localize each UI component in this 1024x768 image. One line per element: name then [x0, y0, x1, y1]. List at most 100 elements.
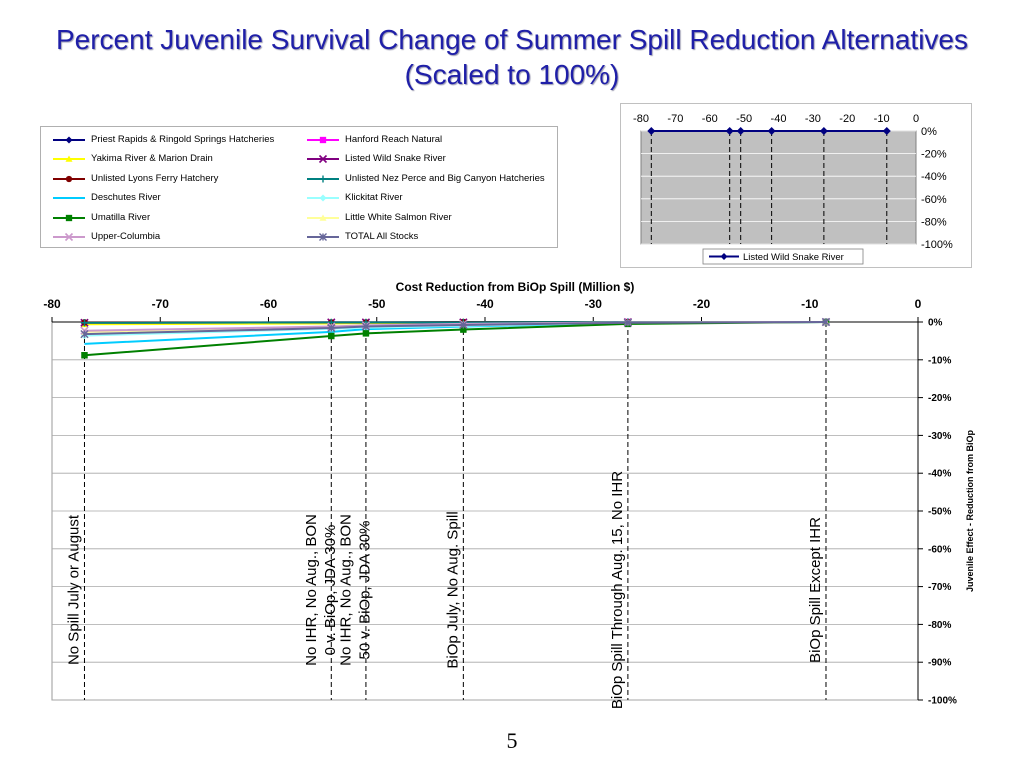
inset-chart-svg: 0% -20% -40% -60% -80% -100% -80 -70 -60 -50 -40 -3… — [633, 113, 953, 265]
legend-swatch — [53, 214, 85, 221]
legend-swatch-marker — [64, 232, 74, 242]
y-tick-label: -20% — [928, 393, 951, 404]
legend-swatch — [53, 232, 85, 242]
data-point-total-all-stocks — [361, 322, 371, 331]
inset-y-tick-label: -80% — [921, 216, 947, 228]
legend-swatch-marker — [65, 136, 73, 144]
inset-x-tick-label: 0 — [913, 113, 919, 125]
inset-y-tick-label: 0% — [921, 126, 937, 138]
x-tick-label: -50 — [368, 297, 386, 311]
legend-label: Unlisted Lyons Ferry Hatchery — [91, 172, 219, 184]
legend-label: Priest Rapids & Ringold Springs Hatcheri… — [91, 134, 275, 145]
x-tick-label: -70 — [152, 297, 170, 311]
inset-data-point — [767, 127, 776, 135]
annotation-label-2: No IHR, No Aug., BON — [303, 514, 320, 666]
legend-label: Deschutes River — [91, 192, 161, 204]
inset-plot-area — [640, 130, 917, 245]
legend-swatch-marker — [318, 155, 328, 164]
legend-swatch-marker — [65, 175, 73, 182]
x-tick-label: 0 — [915, 297, 922, 311]
data-point-umatilla-river — [81, 352, 88, 359]
legend-swatch-marker — [65, 155, 73, 163]
annotation-label-3: 50 v. BiOp, JDA 30% — [356, 521, 373, 660]
legend-swatch — [307, 214, 339, 221]
inset-x-tick-label: -10 — [874, 113, 890, 125]
annotation-label-2: 0 v. BiOp, JDA 30% — [322, 525, 339, 656]
legend-swatch-marker — [319, 175, 327, 183]
annotation-label-5: BiOp Spill Through Aug. 15, No IHR — [609, 471, 626, 709]
legend-swatch — [307, 155, 339, 164]
data-point-umatilla-river — [460, 326, 467, 333]
legend-swatch-marker — [65, 214, 73, 221]
data-point-umatilla-river — [362, 330, 370, 337]
inset-data-point — [819, 127, 828, 135]
legend-label: Klickitat River — [345, 192, 403, 204]
y-tick-label: -50% — [928, 507, 951, 518]
legend-swatch — [53, 175, 85, 182]
x-tick-label: -10 — [801, 297, 819, 311]
title-line-2: (Scaled to 100%) — [404, 59, 620, 90]
inset-data-point — [736, 127, 745, 135]
inset-y-tick-label: -60% — [921, 194, 947, 206]
legend-swatch — [307, 175, 339, 183]
inset-x-tick-label: -20 — [839, 113, 855, 125]
y-tick-label: 0% — [928, 318, 943, 329]
page-number: 5 — [506, 728, 518, 753]
y-tick-label: -100% — [928, 696, 957, 707]
y-tick-label: -30% — [928, 431, 951, 442]
legend-label: Hanford Reach Natural — [345, 134, 443, 145]
inset-legend-label: Listed Wild Snake River — [743, 252, 844, 263]
legend-swatch — [307, 233, 339, 241]
annotation-label-3: No IHR, No Aug., BON — [337, 514, 354, 666]
legend-swatch-marker — [319, 214, 327, 221]
slide-title: Percent Juvenile Survival Change of Summ… — [0, 22, 1024, 92]
inset-y-tick-label: -100% — [921, 239, 953, 251]
data-point-total-all-stocks — [623, 318, 632, 327]
inset-data-point — [725, 127, 734, 135]
legend-label: Upper-Columbia — [91, 231, 161, 242]
x-tick-label: -20 — [693, 297, 711, 311]
main-chart-legend: Priest Rapids & Ringold Springs Hatcheri… — [40, 126, 558, 248]
inset-data-point — [647, 127, 656, 135]
x-tick-label: -30 — [585, 297, 603, 311]
legend-label: Listed Wild Snake River — [345, 153, 446, 165]
series-line-total-all-stocks — [84, 321, 826, 336]
x-tick-label: -40 — [476, 297, 494, 311]
legend-swatch — [53, 155, 85, 163]
inset-x-tick-label: -50 — [736, 113, 752, 125]
inset-x-tick-label: -30 — [805, 113, 821, 125]
legend-label: TOTAL All Stocks — [345, 231, 419, 242]
data-point-total-all-stocks — [80, 330, 89, 339]
legend-swatch — [307, 136, 339, 144]
legend-label: Yakima River & Marion Drain — [91, 153, 213, 165]
legend-label: Unlisted Nez Perce and Big Canyon Hatche… — [345, 172, 545, 184]
inset-x-tick-label: -60 — [702, 113, 718, 125]
y-tick-label: -10% — [928, 355, 951, 366]
legend-swatch-marker — [319, 136, 327, 144]
data-point-unlisted-nez-perce-and-big-canyon-hatcheries — [80, 319, 89, 327]
legend-swatch-marker — [319, 233, 327, 241]
legend-label: Umatilla River — [91, 211, 151, 223]
y-tick-label: -80% — [928, 620, 951, 631]
data-point-umatilla-river — [328, 332, 335, 340]
inset-y-tick-label: -20% — [921, 149, 947, 161]
inset-x-tick-label: -70 — [667, 113, 683, 125]
inset-x-tick-label: -40 — [771, 113, 787, 125]
inset-legend-swatch-marker — [720, 253, 728, 260]
legend-swatch — [53, 197, 85, 200]
data-point-total-all-stocks — [327, 323, 336, 333]
x-tick-label: -80 — [43, 297, 61, 311]
y-tick-label: -70% — [928, 582, 951, 593]
legend-swatch-marker — [319, 194, 327, 202]
annotation-label-4: BiOp July, No Aug. Spill — [444, 511, 461, 668]
inset-y-tick-label: -40% — [921, 171, 947, 183]
y-tick-label: -60% — [928, 544, 951, 555]
inset-chart: 0% -20% -40% -60% -80% -100% -80 -70 -60 -50 -40 -3… — [620, 103, 972, 268]
legend-swatch — [53, 136, 85, 144]
legend-swatch — [307, 194, 339, 202]
inset-legend-box — [702, 248, 864, 265]
x-tick-label: -60 — [260, 297, 278, 311]
x-axis-title: Cost Reduction from BiOp Spill (Million … — [396, 280, 635, 294]
annotation-label-6: BiOp Spill Except IHR — [807, 517, 824, 663]
